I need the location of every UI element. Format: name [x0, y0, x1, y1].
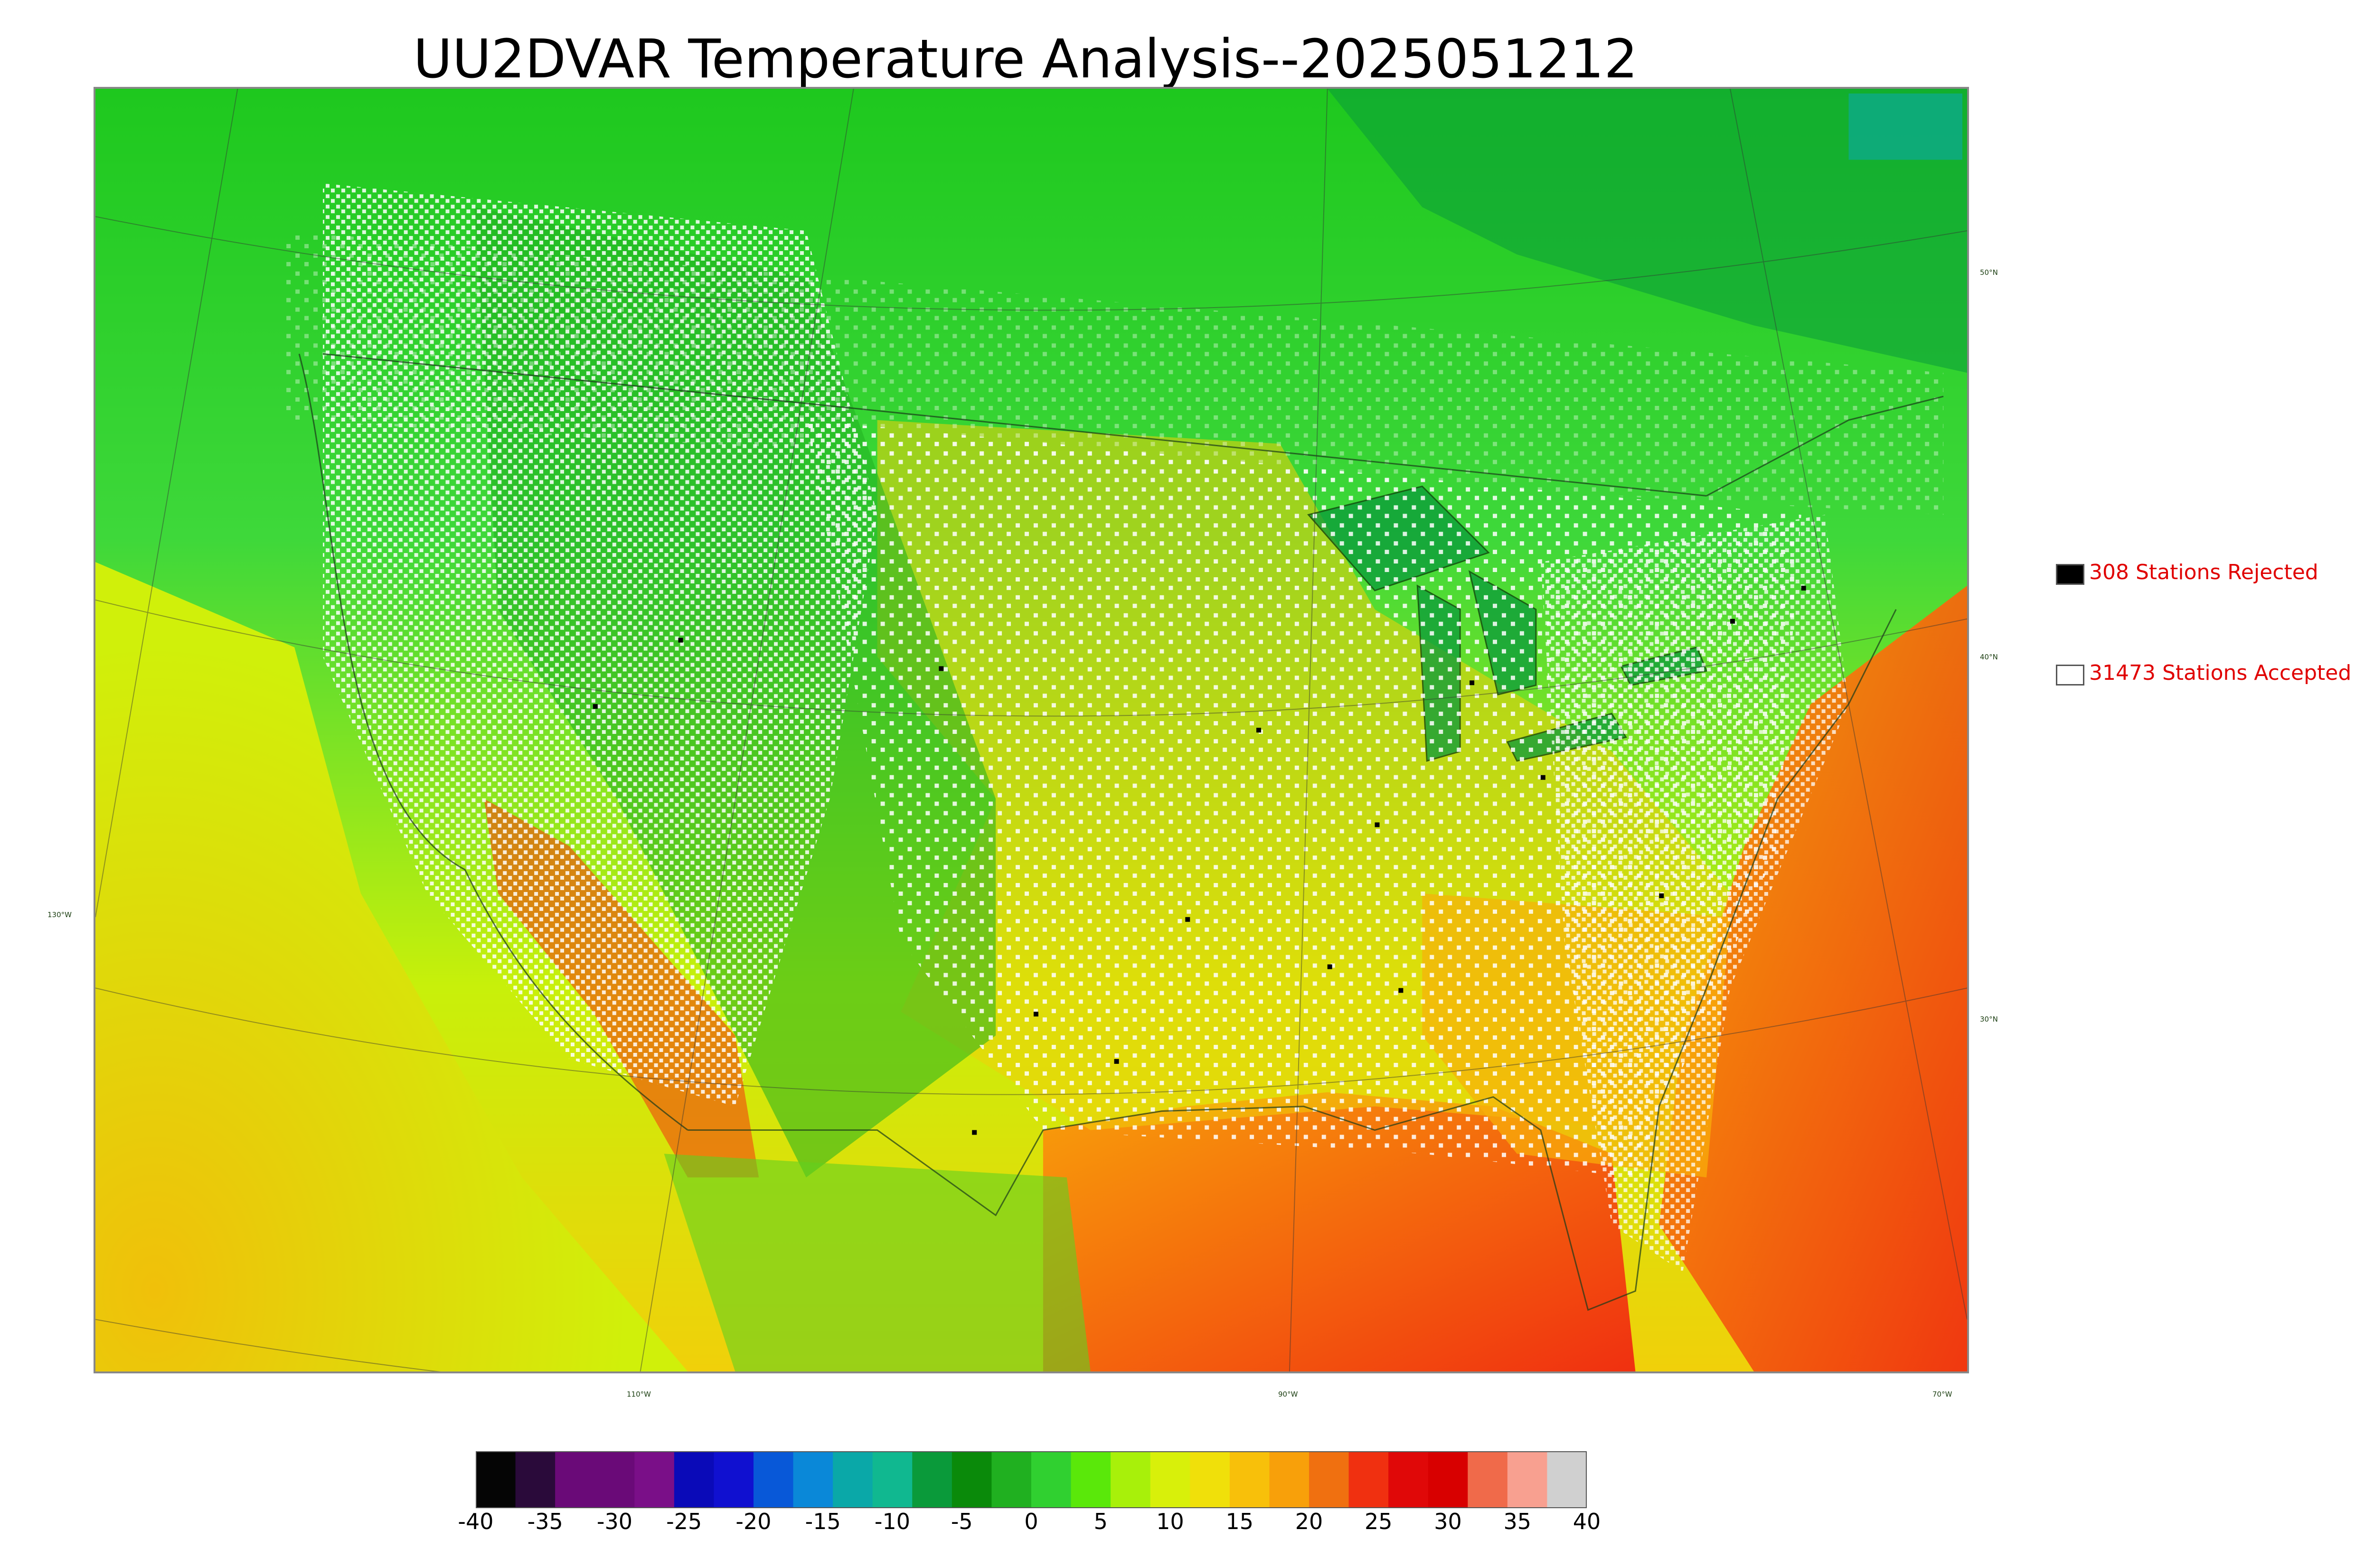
colorbar-tick-label: -40: [458, 1509, 494, 1534]
colorbar-segment: [1071, 1451, 1111, 1508]
colorbar-segment: [674, 1451, 715, 1508]
colorbar-tick-label: -20: [735, 1509, 772, 1534]
graticule: [95, 89, 1967, 1371]
pacific-ocean: [95, 562, 688, 1371]
colorbar-tick-label: -25: [666, 1509, 702, 1534]
hudson-region: [1327, 89, 1967, 373]
colorbar-segment: [1229, 1451, 1270, 1508]
colorbar-segment: [793, 1451, 833, 1508]
atlantic-ocean: [1659, 585, 1967, 1371]
stations-accepted-east: [1540, 515, 1849, 1272]
colorbar-tick-label: 35: [1503, 1509, 1532, 1534]
colorbar-segment: [1190, 1451, 1230, 1508]
lon-label-110: 110°W: [627, 1390, 651, 1399]
gulf-of-mexico: [1043, 1092, 1636, 1371]
legend-rejected-label: 308 Stations Rejected: [2089, 560, 2318, 584]
colorbar-segment: [1468, 1451, 1508, 1508]
mexico-mixed: [664, 1154, 1091, 1371]
stations-accepted-canada: [285, 231, 1944, 515]
colorbar-tick-label: 25: [1364, 1509, 1393, 1534]
colorbar-segment: [594, 1451, 635, 1508]
colorbar: [476, 1451, 1587, 1508]
page-title: UU2DVAR Temperature Analysis--2025051212: [413, 28, 1638, 90]
map-canvas: [95, 89, 1967, 1371]
colorbar-segment: [1428, 1451, 1468, 1508]
colorbar-tick-label: 0: [1024, 1509, 1038, 1534]
colorbar-segment: [634, 1451, 675, 1508]
lon-label-70: 70°W: [1932, 1390, 1952, 1399]
legend-rejected-swatch: [2056, 564, 2084, 585]
colorbar-tick-label: 15: [1225, 1509, 1254, 1534]
colorbar-tick-label: 20: [1295, 1509, 1323, 1534]
teal-corner: [1848, 93, 1963, 160]
lon-label-130: 130°W: [47, 911, 72, 919]
boundaries: [298, 353, 1944, 1311]
colorbar-segment: [754, 1451, 794, 1508]
colorbar-segment: [1150, 1451, 1190, 1508]
colorbar-tick-label: -35: [527, 1509, 563, 1534]
colorbar-segment: [991, 1451, 1032, 1508]
colorbar-segment: [1111, 1451, 1151, 1508]
colorbar-segment: [951, 1451, 992, 1508]
colorbar-segment: [1348, 1451, 1389, 1508]
lat-label-40: 40°N: [1980, 653, 1998, 661]
colorbar-tick-label: -30: [596, 1509, 633, 1534]
lon-label-90: 90°W: [1278, 1390, 1298, 1399]
colorbar-tick-label: 10: [1156, 1509, 1184, 1534]
colorbar-segment: [1507, 1451, 1548, 1508]
legend-accepted-swatch: [2056, 665, 2084, 685]
colorbar-border: [476, 1451, 1587, 1508]
colorbar-segment: [1031, 1451, 1072, 1508]
colorbar-tick-label: 30: [1434, 1509, 1462, 1534]
stations-rejected: [593, 585, 1806, 1135]
colorbar-segment: [1269, 1451, 1309, 1508]
colorbar-segment: [555, 1451, 595, 1508]
lat-label-50: 50°N: [1980, 268, 1998, 277]
colorbar-segment: [1547, 1451, 1587, 1508]
colorbar-tick-label: -5: [951, 1509, 973, 1534]
temperature-map[interactable]: [94, 87, 1969, 1373]
colorbar-tick-label: 40: [1573, 1509, 1601, 1534]
colorbar-segment: [515, 1451, 556, 1508]
colorbar-tick-label: -10: [874, 1509, 911, 1534]
colorbar-segment: [833, 1451, 873, 1508]
colorbar-segment: [476, 1451, 516, 1508]
lat-label-30: 30°N: [1980, 1015, 1998, 1023]
colorbar-segment: [872, 1451, 913, 1508]
colorbar-segment: [714, 1451, 754, 1508]
legend-accepted-label: 31473 Stations Accepted: [2089, 661, 2352, 685]
colorbar-tick-label: -15: [805, 1509, 841, 1534]
colorbar-segment: [1309, 1451, 1349, 1508]
colorbar-segment: [912, 1451, 952, 1508]
colorbar-tick-label: 5: [1093, 1509, 1108, 1534]
colorbar-segment: [1388, 1451, 1429, 1508]
